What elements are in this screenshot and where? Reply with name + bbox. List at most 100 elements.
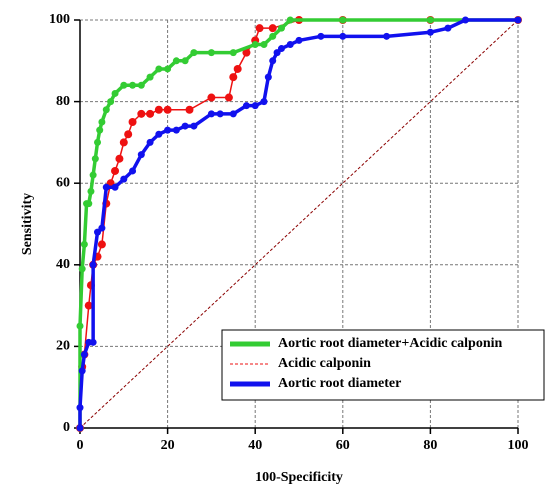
data-point xyxy=(224,93,233,102)
data-point xyxy=(89,338,97,346)
data-point xyxy=(129,167,137,175)
data-point xyxy=(137,151,145,159)
data-point xyxy=(383,32,391,40)
x-axis-title: 100-Specificity xyxy=(255,470,343,485)
data-point xyxy=(426,28,434,36)
y-tick-label: 60 xyxy=(56,175,70,190)
data-point xyxy=(97,240,106,249)
data-point xyxy=(242,48,251,57)
data-point xyxy=(164,126,172,134)
y-tick-label: 40 xyxy=(56,257,70,272)
data-point xyxy=(102,183,110,191)
data-point xyxy=(76,322,84,330)
data-point xyxy=(269,57,277,65)
data-point xyxy=(102,106,110,114)
data-point xyxy=(154,105,163,114)
data-point xyxy=(426,16,434,24)
data-point xyxy=(444,24,452,32)
data-point xyxy=(111,89,119,97)
data-point xyxy=(78,367,86,375)
data-point xyxy=(229,49,237,57)
data-point xyxy=(255,24,264,33)
y-tick-label: 0 xyxy=(63,420,70,435)
data-point xyxy=(111,183,119,191)
data-point xyxy=(207,110,215,118)
data-point xyxy=(260,40,268,48)
data-point xyxy=(137,81,145,89)
data-point xyxy=(111,166,120,175)
data-point xyxy=(273,49,281,57)
data-point xyxy=(107,98,115,106)
data-point xyxy=(461,16,469,24)
data-point xyxy=(216,110,224,118)
data-point xyxy=(233,64,242,73)
data-point xyxy=(264,73,272,81)
x-tick-label: 60 xyxy=(336,438,350,453)
data-point xyxy=(85,200,93,208)
x-tick-label: 80 xyxy=(423,438,437,453)
data-point xyxy=(146,138,154,146)
data-point xyxy=(119,138,128,147)
legend-label: Aortic root diameter xyxy=(278,376,401,391)
data-point xyxy=(80,351,88,359)
data-point xyxy=(207,49,215,57)
data-point xyxy=(251,40,259,48)
data-point xyxy=(286,16,294,24)
data-point xyxy=(185,105,194,114)
data-point xyxy=(339,32,347,40)
y-tick-label: 100 xyxy=(49,12,70,27)
data-point xyxy=(269,32,277,40)
x-tick-label: 100 xyxy=(508,438,529,453)
data-point xyxy=(229,110,237,118)
data-point xyxy=(87,187,95,195)
data-point xyxy=(242,102,250,110)
data-point xyxy=(96,126,104,134)
data-point xyxy=(207,93,216,102)
data-point xyxy=(78,265,86,273)
data-point xyxy=(89,261,97,269)
data-point xyxy=(128,118,137,126)
data-point xyxy=(120,175,128,183)
data-point xyxy=(268,24,277,33)
data-point xyxy=(76,404,84,412)
data-point xyxy=(98,224,106,232)
data-point xyxy=(277,24,285,32)
roc-curve xyxy=(78,18,518,428)
data-point xyxy=(164,65,172,73)
data-point xyxy=(146,109,155,118)
legend-label: Aortic root diameter+Acidic calponin xyxy=(278,336,503,351)
data-point xyxy=(91,155,99,163)
data-point xyxy=(190,49,198,57)
x-tick-label: 40 xyxy=(248,438,262,453)
data-point xyxy=(155,65,163,73)
y-tick-label: 80 xyxy=(56,94,70,109)
legend-box xyxy=(221,329,545,401)
data-point xyxy=(172,57,180,65)
data-point xyxy=(181,122,189,130)
data-point xyxy=(514,16,522,24)
data-point xyxy=(181,57,189,65)
data-point xyxy=(155,130,163,138)
data-point xyxy=(94,228,102,236)
data-point xyxy=(286,40,294,48)
data-point xyxy=(84,301,93,310)
data-point xyxy=(163,105,172,114)
data-point xyxy=(295,36,303,44)
data-point xyxy=(80,240,88,248)
data-point xyxy=(317,32,325,40)
data-point xyxy=(115,154,124,163)
data-point xyxy=(98,118,106,126)
data-point xyxy=(120,81,128,89)
data-point xyxy=(89,171,97,179)
data-point xyxy=(94,138,102,146)
y-axis-title: Sensitivity xyxy=(20,193,35,255)
legend-label: Acidic calponin xyxy=(278,356,371,371)
y-tick-label: 20 xyxy=(56,339,70,354)
data-point xyxy=(76,424,84,432)
data-point xyxy=(172,126,180,134)
x-tick-label: 0 xyxy=(77,438,84,453)
data-point xyxy=(251,102,259,110)
data-point xyxy=(124,130,133,139)
data-point xyxy=(129,81,137,89)
